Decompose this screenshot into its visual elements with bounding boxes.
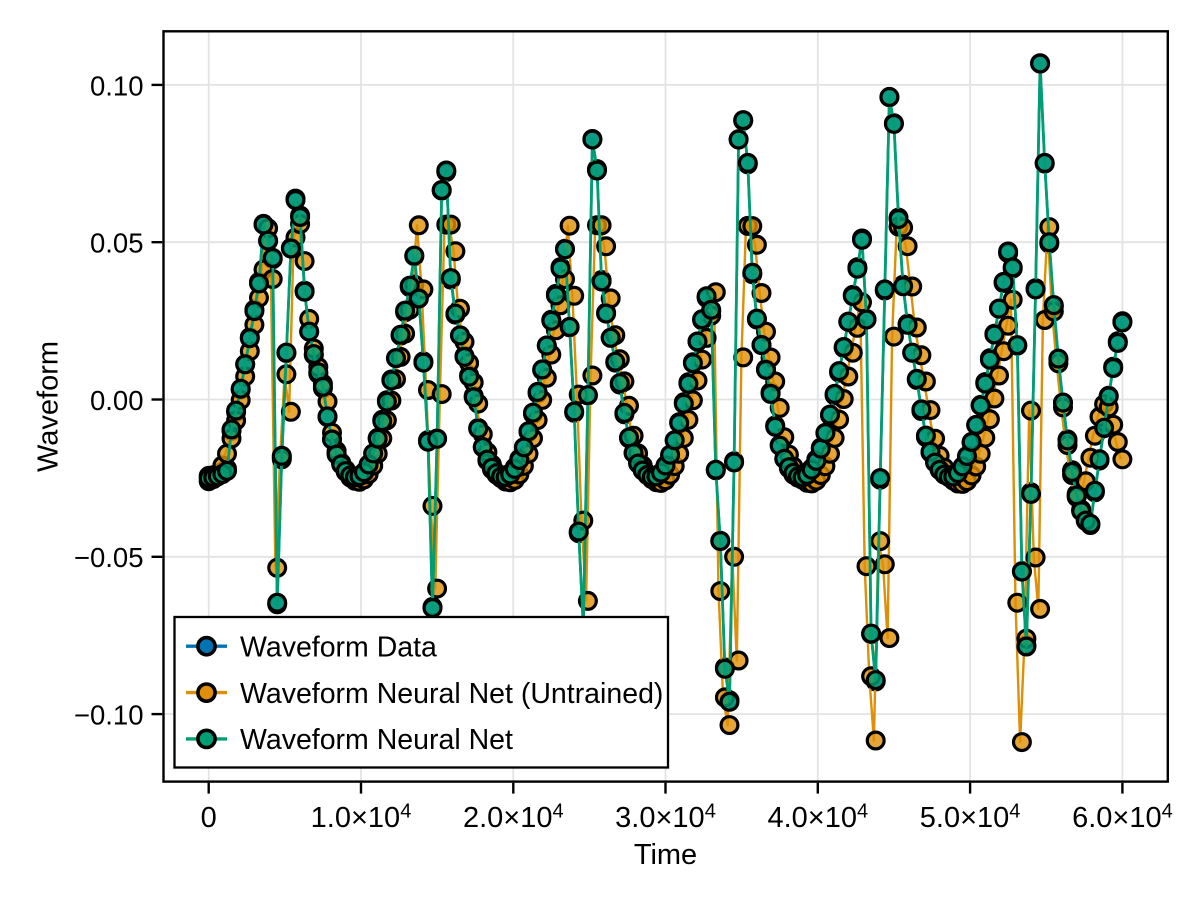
svg-text:4.0×104: 4.0×104 [767,801,868,835]
svg-text:−0.05: −0.05 [74,542,144,573]
svg-text:Waveform Data: Waveform Data [240,631,437,663]
svg-text:2.0×104: 2.0×104 [463,801,564,835]
svg-text:3.0×104: 3.0×104 [615,801,716,835]
svg-text:−0.10: −0.10 [74,700,144,731]
svg-text:1.0×104: 1.0×104 [311,801,412,835]
svg-text:0.05: 0.05 [90,228,144,259]
svg-text:5.0×104: 5.0×104 [920,801,1021,835]
svg-text:Waveform Neural Net: Waveform Neural Net [240,724,513,756]
svg-text:Waveform: Waveform [33,341,65,472]
svg-text:Waveform Neural Net (Untrained: Waveform Neural Net (Untrained) [240,678,663,710]
svg-text:6.0×104: 6.0×104 [1072,801,1173,835]
svg-text:0: 0 [201,802,217,834]
svg-text:0.00: 0.00 [90,385,144,416]
svg-text:Time: Time [634,839,697,871]
svg-text:0.10: 0.10 [90,70,144,101]
